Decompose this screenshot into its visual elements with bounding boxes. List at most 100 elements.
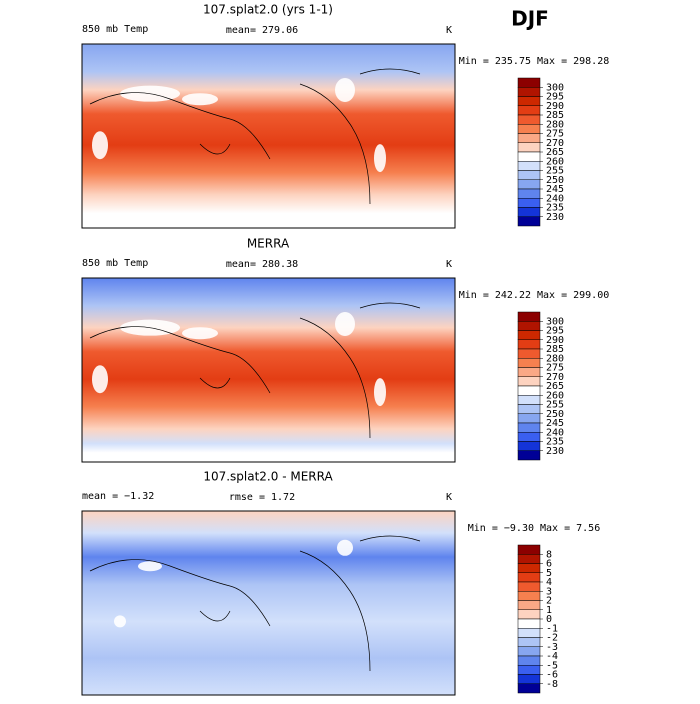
colorbar-label: 270 bbox=[546, 372, 564, 383]
range-label: Min = 235.75 Max = 298.28 bbox=[459, 56, 610, 67]
map-blob bbox=[374, 378, 386, 407]
units-label: K bbox=[446, 492, 452, 503]
colorbar-label: -4 bbox=[546, 651, 558, 662]
colorbar-label: 235 bbox=[546, 203, 564, 214]
colorbar-box bbox=[517, 170, 541, 180]
colorbar-box bbox=[517, 581, 541, 592]
map-blob bbox=[138, 561, 162, 572]
colorbar-box bbox=[517, 311, 541, 322]
colorbar-label: -2 bbox=[546, 633, 558, 644]
colorbar-box bbox=[517, 628, 541, 638]
map-blob bbox=[337, 539, 353, 556]
colorbar-box bbox=[517, 441, 541, 451]
colorbar-box bbox=[517, 450, 541, 461]
variable-label: 850 mb Temp bbox=[82, 258, 148, 269]
variable-label: mean = −1.32 bbox=[82, 491, 154, 502]
colorbar-box bbox=[517, 321, 541, 331]
colorbar-box bbox=[517, 395, 541, 405]
colorbar-label: -6 bbox=[546, 670, 558, 681]
colorbar-box bbox=[517, 87, 541, 97]
range-label: Min = 242.22 Max = 299.00 bbox=[459, 290, 610, 301]
colorbar-label: 265 bbox=[546, 147, 564, 158]
colorbar-box bbox=[517, 674, 541, 684]
coastline bbox=[89, 302, 421, 439]
colorbar-label: 5 bbox=[546, 568, 552, 579]
colorbar-label: 255 bbox=[546, 400, 564, 411]
colorbar-label: 250 bbox=[546, 175, 564, 186]
colorbar-box bbox=[517, 572, 541, 583]
colorbar-label: 260 bbox=[546, 156, 564, 167]
colorbar-label: 240 bbox=[546, 193, 564, 204]
map-blob bbox=[182, 93, 218, 106]
colorbar-label: -8 bbox=[546, 679, 558, 690]
panel-title: 107.splat2.0 (yrs 1-1) bbox=[203, 3, 333, 17]
colorbar-label: 275 bbox=[546, 363, 564, 374]
colorbar-label: 275 bbox=[546, 129, 564, 140]
colorbar-box bbox=[517, 563, 541, 573]
colorbar-label: 290 bbox=[546, 101, 564, 112]
colorbar-box bbox=[517, 404, 541, 414]
colorbar-label: 0 bbox=[546, 614, 552, 625]
colorbar-label: 300 bbox=[546, 82, 564, 93]
colorbar-label: 230 bbox=[546, 212, 564, 223]
colorbar-box bbox=[517, 151, 541, 162]
colorbar-label: 245 bbox=[546, 418, 564, 429]
colorbar-box bbox=[517, 554, 541, 564]
map-field bbox=[82, 511, 455, 695]
colorbar-box bbox=[517, 114, 541, 125]
colorbar-label: 285 bbox=[546, 344, 564, 355]
colorbar-box bbox=[517, 161, 541, 171]
colorbar-box bbox=[517, 646, 541, 657]
colorbar-label: -5 bbox=[546, 660, 558, 671]
colorbar-label: 300 bbox=[546, 316, 564, 327]
colorbar-box bbox=[517, 179, 541, 190]
map-blob bbox=[114, 615, 126, 628]
map-frame bbox=[81, 277, 456, 463]
colorbar-label: 230 bbox=[546, 446, 564, 457]
colorbar-label: 245 bbox=[546, 184, 564, 195]
map-blob bbox=[335, 312, 355, 336]
map-frame bbox=[81, 510, 456, 696]
colorbar-box bbox=[517, 376, 541, 387]
colorbar-box bbox=[517, 600, 541, 610]
map-frame bbox=[81, 43, 456, 229]
colorbar-label: 250 bbox=[546, 409, 564, 420]
colorbar-box bbox=[517, 330, 541, 340]
colorbar-box bbox=[517, 367, 541, 377]
map-blob bbox=[92, 365, 108, 394]
colorbar-box bbox=[517, 413, 541, 424]
colorbar-label: 2 bbox=[546, 596, 552, 607]
colorbar-box bbox=[517, 422, 541, 433]
colorbar-box bbox=[517, 207, 541, 217]
colorbar-box bbox=[517, 105, 541, 116]
colorbar-label: -3 bbox=[546, 642, 558, 653]
colorbar-label: 280 bbox=[546, 353, 564, 364]
panel-title: MERRA bbox=[247, 237, 290, 251]
colorbar-label: 295 bbox=[546, 92, 564, 103]
coastline bbox=[89, 68, 421, 205]
colorbar-label: 235 bbox=[546, 437, 564, 448]
colorbar-box bbox=[517, 591, 541, 601]
colorbar-box bbox=[517, 358, 541, 368]
colorbar-label: 240 bbox=[546, 427, 564, 438]
colorbar-box bbox=[517, 432, 541, 442]
colorbar-box bbox=[517, 637, 541, 647]
colorbar-box bbox=[517, 198, 541, 208]
colorbar-label: 265 bbox=[546, 381, 564, 392]
colorbar-label: 8 bbox=[546, 549, 552, 560]
colorbar-label: 3 bbox=[546, 586, 552, 597]
map-blob bbox=[92, 131, 108, 160]
mean-label: rmse = 1.72 bbox=[229, 492, 295, 503]
colorbar-label: 295 bbox=[546, 326, 564, 337]
colorbar-box bbox=[517, 655, 541, 666]
colorbar-box bbox=[517, 339, 541, 350]
units-label: K bbox=[446, 25, 452, 36]
map-blob bbox=[374, 144, 386, 173]
colorbar-box bbox=[517, 77, 541, 88]
colorbar-box bbox=[517, 96, 541, 106]
colorbar-label: 285 bbox=[546, 110, 564, 121]
colorbar-box bbox=[517, 216, 541, 227]
colorbar-label: 270 bbox=[546, 138, 564, 149]
map-field bbox=[82, 44, 455, 228]
